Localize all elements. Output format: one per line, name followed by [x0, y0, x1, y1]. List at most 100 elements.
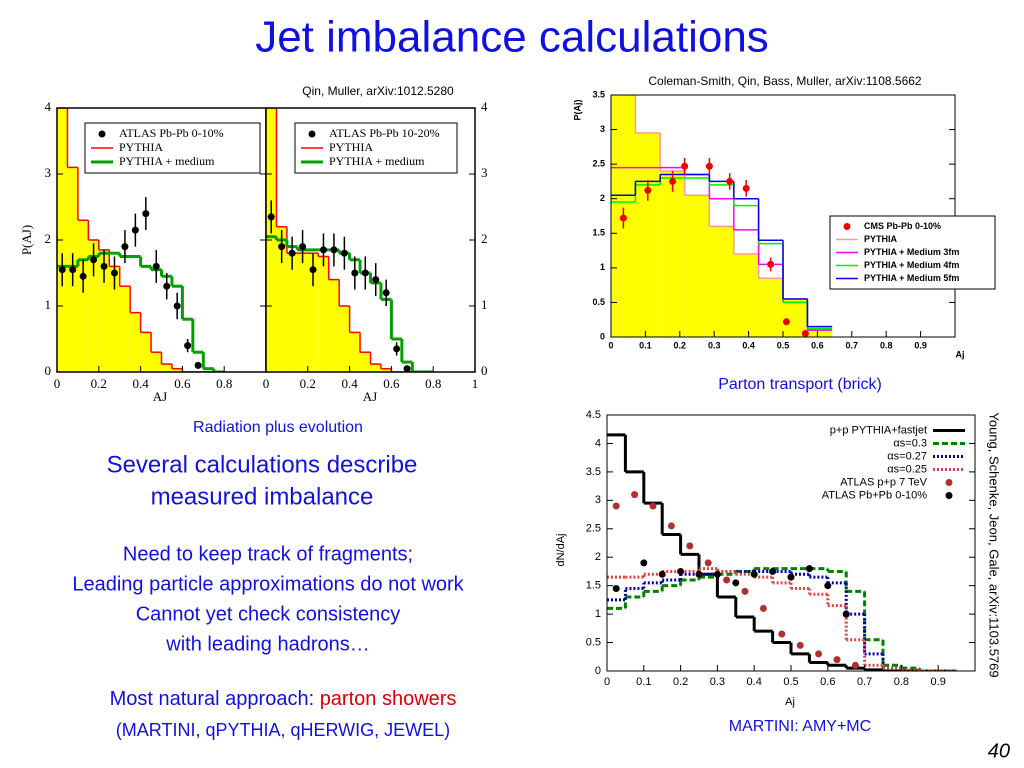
- x-axis-label: Aj: [956, 349, 965, 359]
- hist-fill: [783, 298, 808, 337]
- data-point: [142, 210, 150, 218]
- legend-label: PYTHIA + Medium 3fm: [864, 247, 959, 257]
- data-point: [782, 318, 790, 326]
- data-point: [726, 177, 734, 185]
- summary-line: measured imbalance: [151, 483, 374, 510]
- data-point: [686, 542, 694, 550]
- page-number: 40: [988, 740, 1010, 762]
- legend-marker: [945, 479, 953, 486]
- hist-fill: [286, 253, 298, 372]
- hist-fill: [119, 286, 131, 372]
- hist-fill: [161, 364, 172, 372]
- x-tick-label: 0.2: [673, 676, 688, 688]
- y-tick-label: 4.5: [586, 409, 601, 421]
- data-point: [677, 567, 685, 575]
- data-point: [403, 365, 411, 372]
- legend-label: ATLAS Pb-Pb 0-10%: [119, 126, 224, 140]
- data-point: [704, 559, 712, 567]
- y-tick-label: 2.5: [586, 523, 601, 535]
- approach-text: Most natural approach:: [110, 688, 320, 710]
- data-point: [769, 567, 777, 575]
- hist-fill: [360, 352, 371, 372]
- hist-fill: [709, 226, 734, 337]
- data-point: [382, 289, 390, 297]
- y-tick-label: 0: [45, 363, 52, 378]
- legend-label: PYTHIA + medium: [329, 154, 425, 168]
- data-point: [278, 243, 286, 251]
- data-point: [649, 502, 657, 510]
- x-tick-label: 0: [263, 376, 270, 391]
- legend-label: ATLAS Pb-Pb 10-20%: [329, 126, 440, 140]
- hist-fill: [98, 249, 110, 372]
- hist-fill: [130, 312, 141, 372]
- data-point: [612, 502, 620, 510]
- x-tick-label: 0.8: [894, 676, 909, 688]
- x-tick-label: 0: [608, 340, 613, 350]
- hist-fill: [328, 279, 340, 372]
- x-tick-label: 0: [54, 376, 61, 391]
- y-tick-label: 4: [45, 99, 52, 114]
- data-point: [184, 342, 192, 350]
- hist-fill: [276, 226, 287, 372]
- x-tick-label: 0.2: [300, 376, 316, 391]
- hist-fill: [77, 220, 89, 372]
- data-point: [667, 522, 675, 530]
- examples: (MARTINI, qPYTHIA, qHERWIG, JEWEL): [116, 720, 450, 740]
- source: Qin, Muller, arXiv:1012.5280: [302, 84, 454, 98]
- hist-fill: [370, 364, 381, 372]
- data-point: [669, 177, 677, 185]
- legend-label: PYTHIA + Medium 4fm: [864, 260, 959, 270]
- data-point: [631, 491, 639, 499]
- data-point: [163, 282, 171, 290]
- y-tick-label: 0: [481, 363, 488, 378]
- hist-fill: [109, 266, 120, 372]
- data-point: [833, 656, 841, 664]
- x-tick-label: 0.1: [639, 340, 652, 350]
- data-point: [644, 186, 652, 194]
- data-point: [330, 246, 338, 254]
- data-point: [842, 610, 850, 618]
- data-point: [759, 604, 767, 612]
- legend-label: PYTHIA + Medium 5fm: [864, 273, 959, 283]
- data-point: [393, 345, 401, 353]
- data-point: [851, 661, 859, 669]
- x-tick-label: 0.7: [857, 676, 872, 688]
- y-tick-label: 3.5: [586, 466, 601, 478]
- chart: 0 0.2 0.4 0.6 0.8 0 1 2 3 4 AJ P(AJ) ATLAS Pb-Pb 0-1…: [19, 99, 267, 404]
- hist-fill: [635, 133, 661, 337]
- x-axis-label: AJ: [363, 389, 377, 404]
- data-point: [815, 650, 823, 658]
- legend-label: PYTHIA: [864, 234, 898, 244]
- legend-label: αs=0.27: [887, 450, 927, 462]
- hist-fill: [660, 171, 685, 337]
- hist-fill: [171, 368, 183, 372]
- hist-fill: [151, 352, 162, 372]
- y-tick-label: 3: [600, 124, 605, 134]
- y-tick-label: 2.5: [592, 159, 605, 169]
- data-point: [361, 269, 369, 277]
- legend-label: PYTHIA + medium: [119, 154, 215, 168]
- x-tick-label: 0.9: [914, 340, 927, 350]
- data-point: [741, 587, 749, 595]
- plot-area: [611, 95, 833, 337]
- y-tick-label: 0: [600, 331, 605, 341]
- hist-fill: [318, 256, 329, 372]
- approach-highlight: parton showers: [320, 688, 457, 710]
- data-point: [796, 641, 804, 649]
- plot-area: [607, 433, 957, 671]
- legend-label: αs=0.25: [887, 463, 927, 475]
- data-point: [658, 570, 666, 578]
- legend-marker: [843, 223, 851, 230]
- y-tick-label: 4: [595, 437, 601, 449]
- legend-label: ATLAS Pb+Pb 0-10%: [822, 489, 927, 501]
- hist-fill: [733, 254, 759, 337]
- x-tick-label: 0.8: [880, 340, 893, 350]
- data-point: [713, 570, 721, 578]
- data-point: [372, 276, 380, 284]
- x-tick-label: 0.5: [783, 676, 798, 688]
- data-point: [121, 243, 129, 251]
- data-point: [100, 262, 108, 270]
- data-point: [824, 582, 832, 590]
